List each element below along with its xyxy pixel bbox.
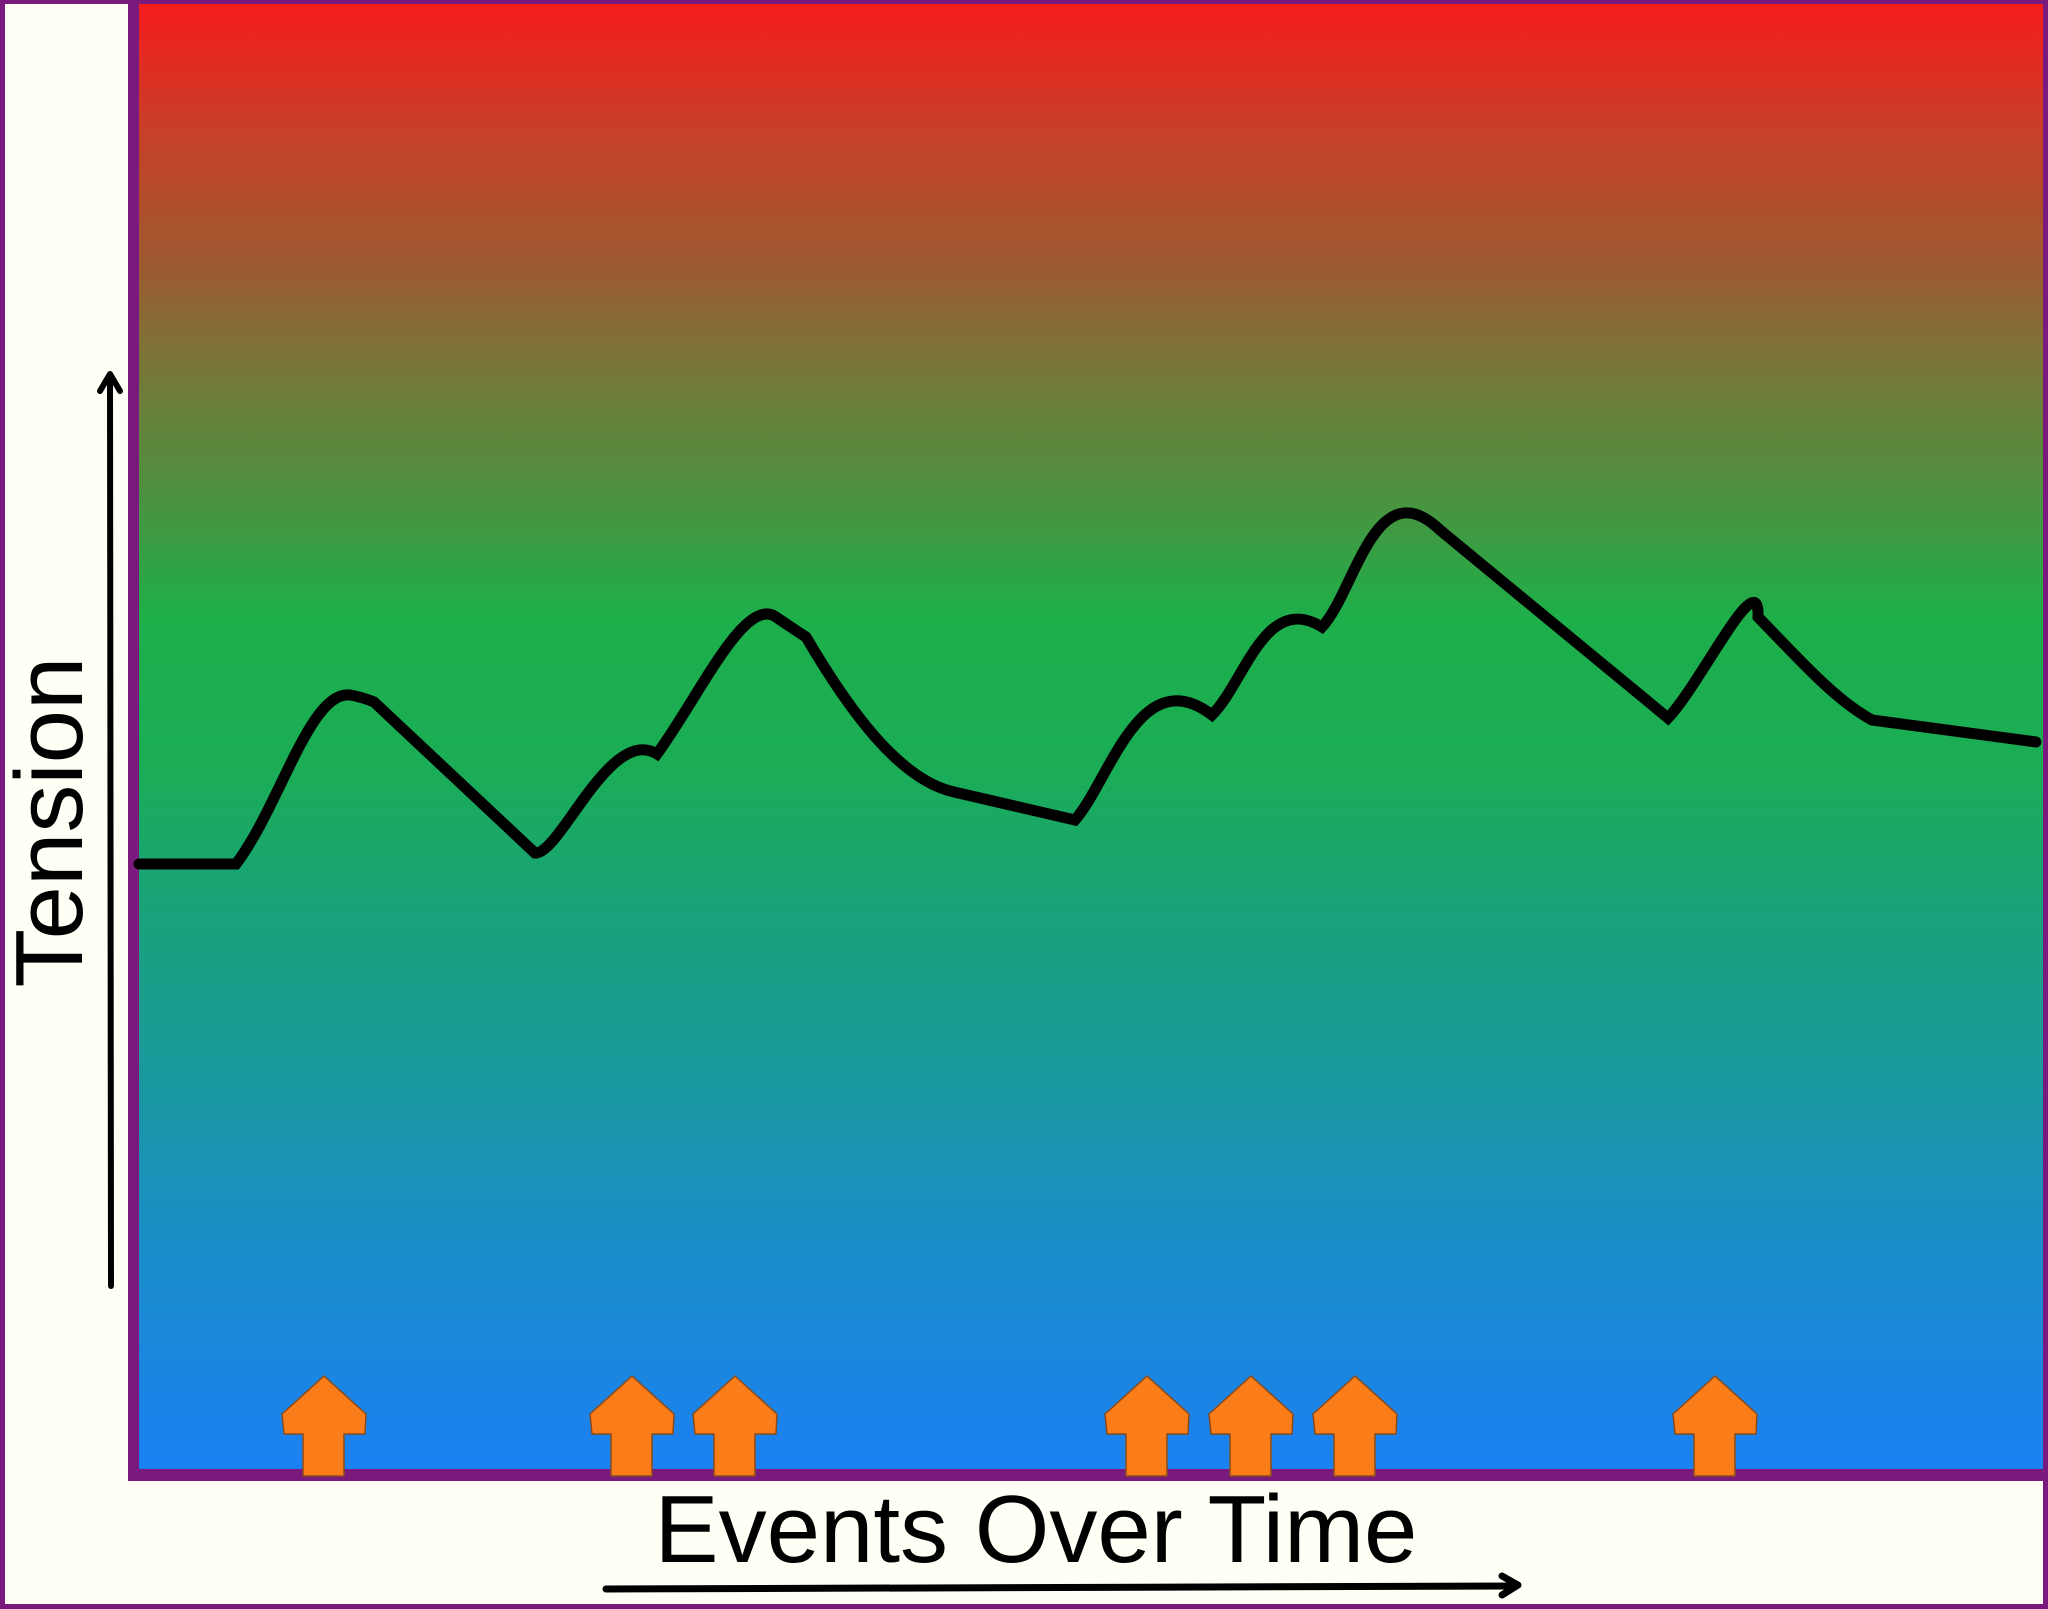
event-up-arrow-icon	[1104, 1375, 1190, 1477]
y-axis-arrow	[97, 371, 123, 1289]
event-markers	[281, 1375, 1758, 1477]
event-up-arrow-icon	[589, 1375, 675, 1477]
event-up-arrow-icon	[1672, 1375, 1758, 1477]
x-axis-label: Events Over Time	[654, 1476, 1418, 1583]
plot-area-gradient	[139, 4, 2043, 1469]
tension-curve-line	[133, 507, 2042, 870]
event-up-arrow-icon	[1312, 1375, 1398, 1477]
y-axis-label: Tension	[0, 656, 103, 988]
event-up-arrow-icon	[1208, 1375, 1294, 1477]
event-up-arrow-icon	[692, 1375, 778, 1477]
event-up-arrow-icon	[281, 1375, 367, 1477]
x-axis-arrow	[602, 1572, 1522, 1599]
